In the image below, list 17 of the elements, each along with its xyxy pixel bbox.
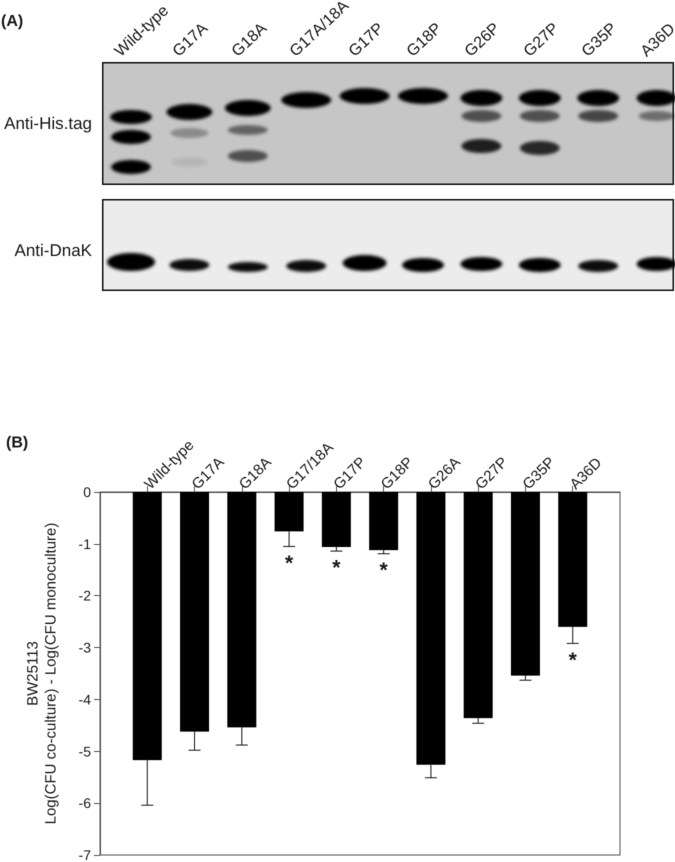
annotation: *	[332, 556, 342, 580]
y-tick-label: -4	[78, 691, 92, 708]
annotation: *	[380, 559, 389, 582]
y-tick-label: -2	[78, 588, 92, 604]
annotation: *	[568, 648, 578, 672]
y-tick-label: -7	[78, 847, 92, 862]
y-tick-label: -5	[78, 743, 92, 760]
y-tick-label: -1	[78, 536, 92, 552]
chart-title: (B)	[6, 434, 28, 452]
annotation: *	[284, 552, 294, 575]
y-tick-label: -6	[78, 795, 92, 812]
y-tick-label: -3	[78, 640, 92, 656]
category-label: Anti-His.tag	[4, 114, 92, 132]
text: (A)	[1, 12, 24, 31]
y-tick-label: 0	[83, 484, 92, 500]
category-label: Anti-DnaK	[14, 240, 92, 260]
y-axis-title: BW25113 Log(CFU co-culture) - Log(CFU monoculture)	[24, 522, 60, 824]
